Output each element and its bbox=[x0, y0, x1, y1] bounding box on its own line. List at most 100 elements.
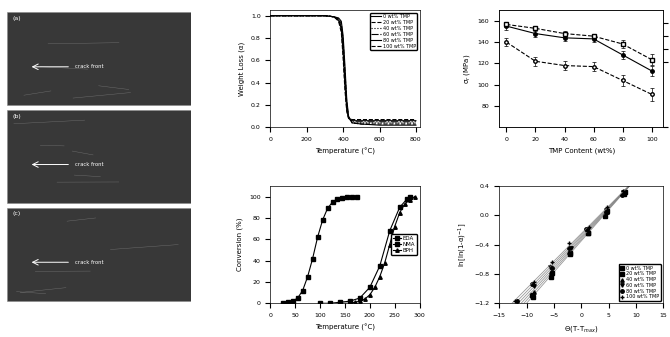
BPH bbox=[366, 293, 374, 297]
EDA bbox=[309, 256, 317, 261]
0 wt% TMP bbox=[348, 121, 356, 125]
EDA bbox=[289, 299, 297, 303]
80 wt% TMP bbox=[285, 14, 293, 18]
Line: 20 wt% TMP: 20 wt% TMP bbox=[513, 171, 643, 314]
0 wt% TMP bbox=[339, 34, 347, 38]
60 wt% TMP bbox=[348, 120, 356, 124]
Text: crack front: crack front bbox=[75, 260, 103, 265]
BPH bbox=[351, 300, 359, 304]
EDA bbox=[353, 195, 361, 199]
20 wt% TMP bbox=[344, 115, 352, 119]
NMA bbox=[316, 301, 324, 305]
BPH bbox=[371, 285, 379, 289]
60 wt% TMP bbox=[619, 190, 627, 194]
EDA bbox=[348, 195, 356, 199]
NMA bbox=[396, 205, 404, 209]
20 wt% TMP bbox=[547, 271, 555, 275]
40 wt% TMP bbox=[412, 121, 420, 125]
0 wt% TMP bbox=[337, 19, 345, 23]
Y-axis label: Weight Loss (α): Weight Loss (α) bbox=[239, 42, 245, 96]
40 wt% TMP bbox=[603, 210, 611, 214]
EDA bbox=[344, 195, 352, 199]
NMA bbox=[356, 296, 364, 300]
100 wt% TMP bbox=[565, 241, 573, 245]
80 wt% TMP bbox=[548, 266, 556, 270]
80 wt% TMP bbox=[334, 18, 342, 22]
80 wt% TMP bbox=[602, 210, 610, 214]
BPH bbox=[336, 301, 344, 305]
40 wt% TMP bbox=[330, 15, 338, 19]
20 wt% TMP bbox=[321, 14, 329, 18]
Line: 40 wt% TMP: 40 wt% TMP bbox=[270, 16, 416, 123]
0 wt% TMP bbox=[412, 123, 420, 127]
0 wt% TMP bbox=[584, 232, 592, 236]
80 wt% TMP bbox=[321, 14, 329, 18]
Line: NMA: NMA bbox=[318, 195, 411, 305]
Text: crack front: crack front bbox=[75, 162, 103, 167]
Line: 0 wt% TMP: 0 wt% TMP bbox=[515, 168, 644, 317]
60 wt% TMP bbox=[334, 18, 342, 22]
Line: EDA: EDA bbox=[281, 195, 359, 305]
0 wt% TMP bbox=[344, 114, 352, 118]
20 wt% TMP bbox=[285, 14, 293, 18]
Text: crack front: crack front bbox=[75, 64, 103, 69]
Line: 80 wt% TMP: 80 wt% TMP bbox=[515, 169, 645, 303]
100 wt% TMP bbox=[343, 110, 351, 114]
100 wt% TMP bbox=[321, 14, 329, 18]
Line: 100 wt% TMP: 100 wt% TMP bbox=[513, 172, 642, 303]
100 wt% TMP bbox=[348, 118, 356, 122]
40 wt% TMP bbox=[303, 14, 311, 18]
20 wt% TMP bbox=[511, 310, 519, 314]
Y-axis label: σ$_r$ (MPa): σ$_r$ (MPa) bbox=[462, 54, 472, 84]
20 wt% TMP bbox=[330, 15, 338, 19]
60 wt% TMP bbox=[330, 15, 338, 19]
20 wt% TMP bbox=[529, 293, 537, 297]
0 wt% TMP bbox=[303, 14, 311, 18]
40 wt% TMP bbox=[348, 121, 356, 125]
0 wt% TMP bbox=[529, 295, 537, 299]
0 wt% TMP bbox=[547, 275, 555, 279]
BPH bbox=[401, 202, 409, 206]
40 wt% TMP bbox=[529, 290, 537, 294]
40 wt% TMP bbox=[583, 227, 591, 232]
0 wt% TMP bbox=[357, 122, 365, 126]
80 wt% TMP bbox=[341, 83, 349, 87]
EDA bbox=[318, 218, 326, 222]
Line: 20 wt% TMP: 20 wt% TMP bbox=[270, 16, 416, 124]
60 wt% TMP bbox=[337, 25, 345, 29]
0 wt% TMP bbox=[285, 14, 293, 18]
20 wt% TMP bbox=[375, 122, 383, 126]
20 wt% TMP bbox=[412, 122, 420, 126]
Line: 40 wt% TMP: 40 wt% TMP bbox=[514, 168, 643, 311]
EDA bbox=[299, 288, 307, 293]
0 wt% TMP bbox=[565, 251, 574, 255]
40 wt% TMP bbox=[321, 14, 329, 18]
EDA bbox=[304, 275, 312, 279]
Text: (b): (b) bbox=[12, 114, 21, 119]
Text: (a): (a) bbox=[12, 16, 21, 21]
EDA bbox=[279, 301, 287, 305]
60 wt% TMP bbox=[546, 265, 554, 269]
60 wt% TMP bbox=[567, 246, 575, 250]
40 wt% TMP bbox=[343, 103, 351, 107]
100 wt% TMP bbox=[344, 116, 352, 120]
20 wt% TMP bbox=[266, 14, 274, 18]
EDA bbox=[314, 235, 322, 239]
20 wt% TMP bbox=[341, 69, 349, 73]
100 wt% TMP bbox=[303, 14, 311, 18]
100 wt% TMP bbox=[337, 30, 345, 34]
20 wt% TMP bbox=[602, 209, 610, 213]
Bar bbox=[7, 110, 191, 203]
60 wt% TMP bbox=[303, 14, 311, 18]
100 wt% TMP bbox=[412, 118, 420, 122]
20 wt% TMP bbox=[620, 192, 628, 196]
20 wt% TMP bbox=[343, 101, 351, 105]
60 wt% TMP bbox=[266, 14, 274, 18]
60 wt% TMP bbox=[344, 115, 352, 119]
20 wt% TMP bbox=[334, 17, 342, 21]
40 wt% TMP bbox=[565, 250, 573, 254]
0 wt% TMP bbox=[266, 14, 274, 18]
Line: 100 wt% TMP: 100 wt% TMP bbox=[270, 16, 416, 120]
80 wt% TMP bbox=[330, 15, 338, 19]
NMA bbox=[326, 301, 334, 305]
